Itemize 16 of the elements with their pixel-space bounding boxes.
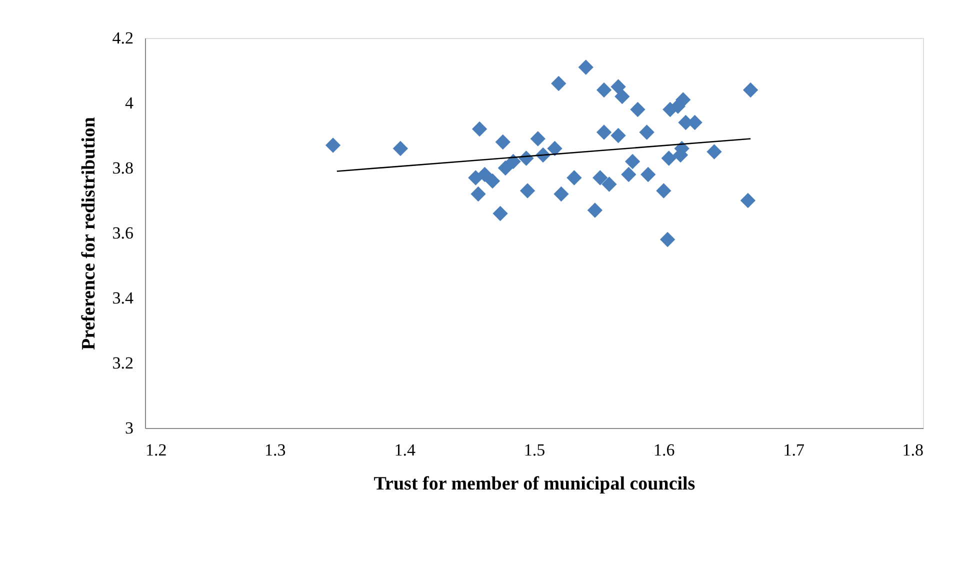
x-axis-title: Trust for member of municipal councils	[374, 474, 696, 494]
y-tick-label: 3	[125, 418, 134, 438]
y-tick-label: 3.2	[112, 354, 134, 372]
y-axis-title: Preference for redistribution	[78, 116, 100, 350]
y-tick-label: 3.4	[112, 288, 134, 308]
y-tick-label: 3.8	[112, 158, 134, 178]
x-tick-label: 1.5	[524, 440, 546, 460]
y-tick-label: 4.2	[112, 28, 134, 48]
y-tick-label: 4	[125, 94, 134, 112]
x-tick-label: 1.2	[146, 440, 167, 460]
x-tick-label: 1.7	[783, 440, 805, 460]
y-tick-label: 3.6	[112, 224, 134, 242]
x-tick-label: 1.6	[654, 440, 675, 460]
x-tick-label: 1.8	[902, 440, 924, 460]
x-tick-label: 1.4	[394, 440, 416, 460]
x-tick-label: 1.3	[264, 440, 286, 460]
